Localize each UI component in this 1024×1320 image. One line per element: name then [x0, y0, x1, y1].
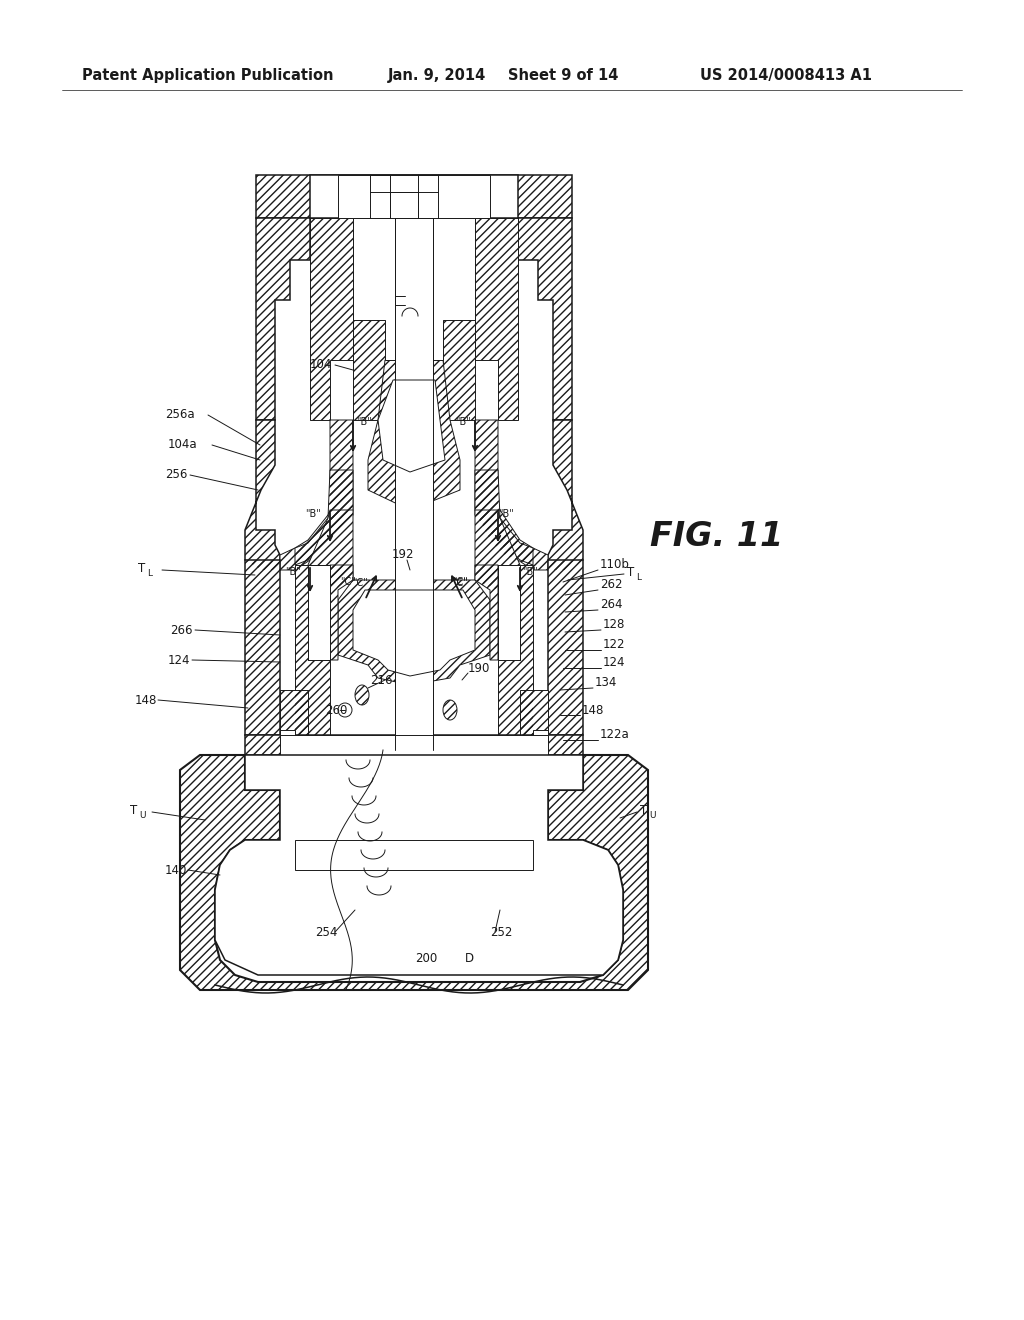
Text: 266: 266 [170, 623, 193, 636]
Text: "B": "B" [522, 568, 538, 577]
Text: D: D [465, 952, 474, 965]
Text: T: T [640, 804, 647, 817]
Polygon shape [475, 218, 518, 420]
Text: "C": "C" [452, 577, 468, 587]
Polygon shape [353, 590, 475, 676]
Polygon shape [308, 565, 330, 660]
Polygon shape [368, 360, 460, 510]
Polygon shape [390, 191, 418, 260]
Polygon shape [498, 565, 534, 735]
Text: L: L [636, 573, 641, 582]
Polygon shape [295, 565, 330, 735]
Text: 134: 134 [595, 676, 617, 689]
Polygon shape [378, 380, 445, 473]
Polygon shape [308, 565, 330, 660]
Text: 124: 124 [603, 656, 626, 669]
Polygon shape [180, 755, 648, 990]
Polygon shape [475, 420, 548, 570]
Text: 122: 122 [603, 639, 626, 652]
Text: 260: 260 [325, 704, 347, 717]
Polygon shape [548, 420, 583, 570]
Text: Jan. 9, 2014: Jan. 9, 2014 [388, 69, 486, 83]
Text: U: U [649, 810, 655, 820]
Text: "B": "B" [305, 510, 321, 519]
Text: 122a: 122a [600, 729, 630, 742]
Text: 104: 104 [310, 359, 333, 371]
Text: U: U [139, 810, 145, 820]
Text: "B": "B" [455, 417, 471, 426]
Polygon shape [498, 565, 520, 660]
Polygon shape [520, 690, 548, 735]
Text: "B": "B" [285, 568, 301, 577]
Text: 110b: 110b [600, 558, 630, 572]
Polygon shape [280, 735, 548, 755]
Circle shape [338, 704, 352, 717]
Polygon shape [280, 690, 308, 735]
Ellipse shape [355, 685, 369, 705]
Text: 264: 264 [600, 598, 623, 611]
Text: "B": "B" [356, 417, 372, 426]
Text: "B": "B" [498, 510, 514, 519]
Polygon shape [475, 470, 534, 565]
Text: 128: 128 [603, 619, 626, 631]
Text: 200: 200 [415, 952, 437, 965]
Polygon shape [280, 420, 353, 570]
Polygon shape [310, 176, 518, 218]
Polygon shape [308, 510, 353, 590]
Polygon shape [338, 176, 490, 218]
Text: 148: 148 [582, 704, 604, 717]
Polygon shape [245, 560, 280, 735]
Text: 256a: 256a [165, 408, 195, 421]
Polygon shape [295, 840, 534, 870]
Polygon shape [548, 560, 583, 735]
Text: 140: 140 [165, 863, 187, 876]
Polygon shape [338, 579, 490, 685]
Polygon shape [295, 470, 353, 565]
Text: 256: 256 [165, 469, 187, 482]
Text: 190: 190 [468, 661, 490, 675]
Text: 254: 254 [315, 925, 337, 939]
Text: 216: 216 [370, 673, 392, 686]
Text: "C": "C" [340, 577, 355, 587]
Polygon shape [245, 420, 280, 570]
Polygon shape [395, 218, 433, 750]
Text: 104a: 104a [168, 438, 198, 451]
Text: 252: 252 [490, 925, 512, 939]
Polygon shape [330, 565, 353, 660]
Polygon shape [245, 735, 583, 755]
Polygon shape [256, 176, 572, 218]
Polygon shape [310, 218, 353, 420]
Text: L: L [147, 569, 152, 578]
Polygon shape [370, 176, 390, 260]
Text: 192: 192 [392, 549, 415, 561]
Polygon shape [475, 510, 520, 590]
Text: "C": "C" [352, 578, 368, 587]
Polygon shape [353, 319, 385, 420]
Polygon shape [443, 319, 475, 420]
Text: T: T [627, 565, 634, 578]
Text: "C": "C" [452, 578, 468, 587]
Text: 262: 262 [600, 578, 623, 591]
Text: Patent Application Publication: Patent Application Publication [82, 69, 334, 83]
Polygon shape [534, 730, 548, 744]
Text: Sheet 9 of 14: Sheet 9 of 14 [508, 69, 618, 83]
Text: 148: 148 [135, 693, 158, 706]
Text: T: T [130, 804, 137, 817]
Polygon shape [518, 218, 572, 420]
Text: FIG. 11: FIG. 11 [650, 520, 783, 553]
Text: 124: 124 [168, 653, 190, 667]
Polygon shape [475, 565, 498, 660]
Polygon shape [498, 565, 520, 660]
Text: T: T [138, 561, 145, 574]
Polygon shape [353, 218, 475, 360]
Polygon shape [280, 840, 548, 870]
Text: US 2014/0008413 A1: US 2014/0008413 A1 [700, 69, 872, 83]
Polygon shape [280, 730, 295, 744]
Polygon shape [418, 176, 438, 260]
Polygon shape [215, 755, 623, 975]
Polygon shape [256, 218, 310, 420]
